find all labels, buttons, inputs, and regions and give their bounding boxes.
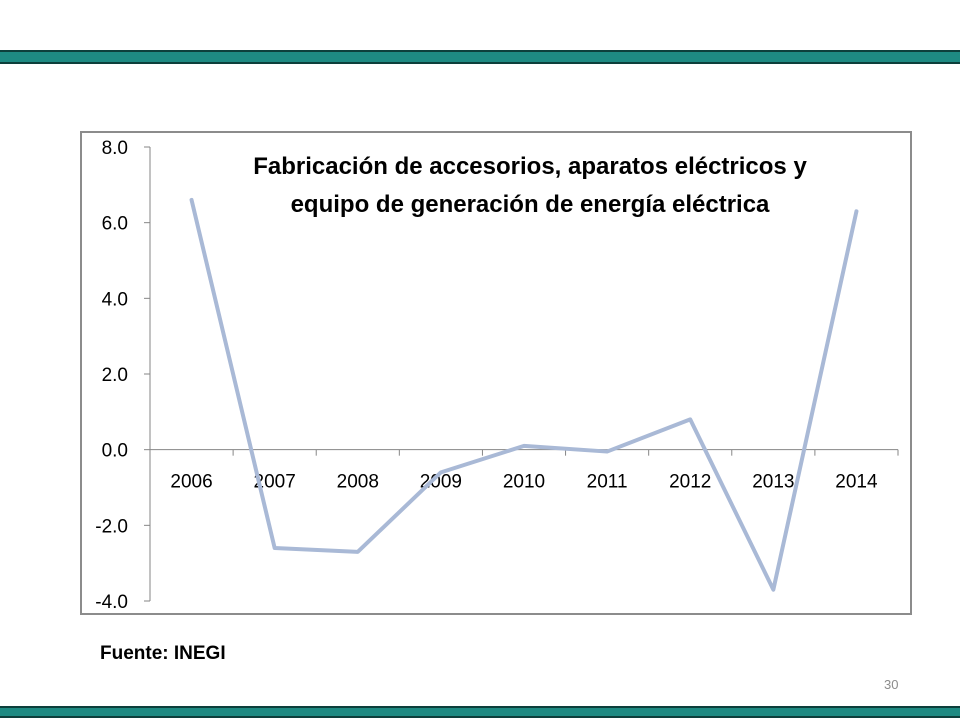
x-axis-labels: 2006 2007 2008 2009 2010 2011 2012 2013 2014 bbox=[170, 472, 878, 493]
y-tick-label: 2.0 bbox=[102, 365, 128, 386]
x-tick-label: 2011 bbox=[587, 472, 628, 493]
x-tick-label: 2009 bbox=[420, 472, 462, 493]
x-tick-label: 2010 bbox=[503, 472, 545, 493]
chart-frame: Fabricación de accesorios, aparatos eléc… bbox=[80, 131, 912, 615]
y-axis-ticks bbox=[144, 146, 150, 602]
page-number: 30 bbox=[884, 677, 899, 692]
chart-title-line-1: Fabricación de accesorios, aparatos eléc… bbox=[253, 153, 807, 180]
bottom-decorative-band bbox=[0, 706, 960, 718]
x-tick-label: 2006 bbox=[170, 472, 212, 493]
x-tick-label: 2013 bbox=[752, 472, 794, 493]
y-tick-label: -2.0 bbox=[95, 516, 128, 537]
y-axis-labels: 8.0 6.0 4.0 2.0 0.0 -2.0 -4.0 bbox=[95, 138, 128, 613]
y-tick-label: -4.0 bbox=[95, 592, 128, 613]
y-tick-label: 8.0 bbox=[102, 138, 128, 159]
chart-title-line-2: equipo de generación de energía eléctric… bbox=[291, 191, 770, 218]
x-tick-label: 2012 bbox=[669, 472, 711, 493]
y-tick-label: 4.0 bbox=[102, 289, 128, 310]
series-line bbox=[189, 197, 859, 592]
x-tick-label: 2008 bbox=[337, 472, 379, 493]
x-tick-label: 2007 bbox=[254, 472, 296, 493]
x-tick-label: 2014 bbox=[835, 472, 878, 493]
top-decorative-band bbox=[0, 50, 960, 64]
y-tick-label: 0.0 bbox=[102, 441, 128, 462]
source-note: Fuente: INEGI bbox=[100, 643, 226, 664]
y-tick-label: 6.0 bbox=[102, 214, 128, 235]
line-chart: Fabricación de accesorios, aparatos eléc… bbox=[95, 138, 899, 613]
x-axis-ticks bbox=[149, 449, 899, 456]
